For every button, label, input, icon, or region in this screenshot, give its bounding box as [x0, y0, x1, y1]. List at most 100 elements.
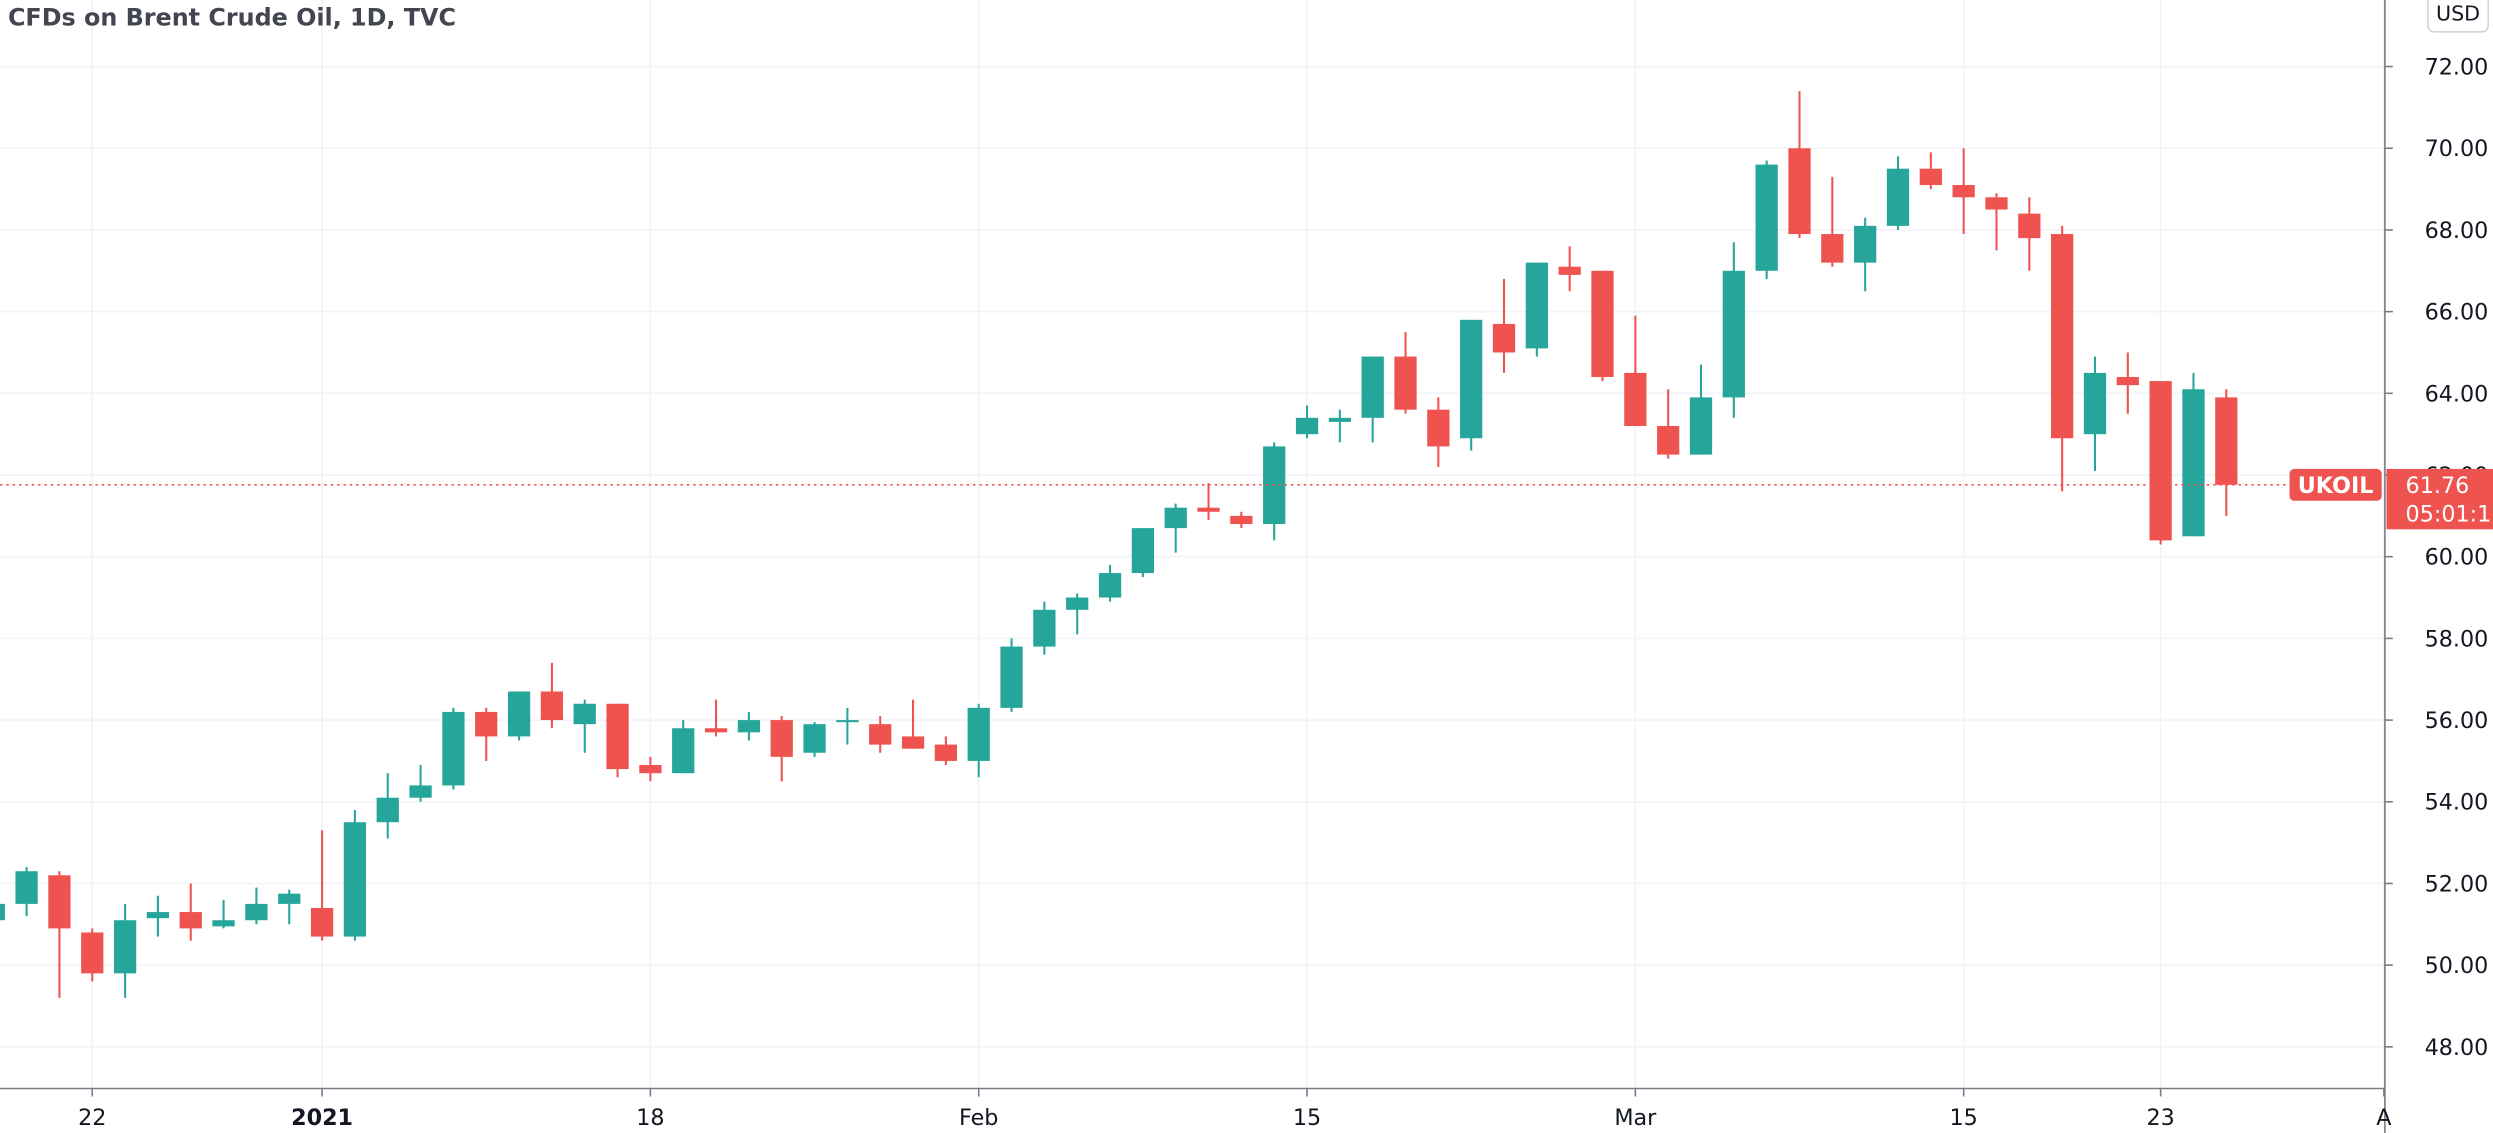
candle-body	[1164, 507, 1187, 529]
candle-body	[1558, 266, 1581, 275]
candle-body	[48, 875, 71, 929]
candle-body	[672, 728, 695, 774]
candles	[0, 91, 2385, 998]
y-tick-label: 70.00	[2425, 136, 2489, 162]
candle-body	[1525, 262, 1548, 349]
candle-body	[0, 903, 5, 921]
grid	[0, 0, 2385, 1089]
candle-body	[81, 932, 104, 974]
x-tick-label: 23	[2146, 1105, 2174, 1131]
candle-body	[2149, 381, 2172, 541]
candle-body	[1591, 270, 1614, 377]
candle-body	[475, 711, 498, 737]
y-tick-label: 60.00	[2425, 545, 2489, 571]
x-tick-label: Mar	[1614, 1105, 1657, 1131]
candle-body	[278, 893, 301, 904]
x-tick-label: 2021	[291, 1105, 353, 1131]
candle-body	[376, 797, 399, 823]
candle-body	[146, 912, 170, 919]
candle-body	[967, 707, 990, 761]
candle-body	[409, 785, 432, 798]
y-tick-label: 54.00	[2425, 790, 2489, 816]
candle-body	[1066, 597, 1089, 610]
candle-body	[245, 903, 268, 921]
x-tick-label: 18	[636, 1105, 664, 1131]
candle-body	[2116, 376, 2139, 386]
candle-body	[1985, 197, 2008, 210]
symbol-badge	[2289, 468, 2382, 501]
candle-body	[1230, 515, 1253, 525]
candle-body	[1033, 609, 1056, 647]
x-tick-label: 15	[1949, 1105, 1977, 1131]
candle-body	[1295, 417, 1319, 435]
candle-body	[113, 920, 137, 974]
candle-body	[1722, 270, 1745, 398]
candle-body	[507, 691, 531, 737]
countdown-label: 05:01:1	[2406, 501, 2492, 527]
candle-body	[1197, 507, 1220, 512]
candle-body	[1657, 426, 1680, 455]
candle-body	[1624, 372, 1647, 427]
candle-body	[770, 720, 793, 757]
candle-body	[1131, 528, 1154, 574]
candle-body	[1460, 319, 1483, 439]
candle-body	[212, 920, 235, 927]
candle-body	[606, 703, 629, 770]
candle-body	[1952, 185, 1975, 198]
candle-body	[2182, 389, 2205, 537]
candle-body	[2018, 213, 2041, 239]
y-tick-label: 50.00	[2425, 953, 2489, 979]
candle-body	[1394, 356, 1417, 410]
candle-body	[1886, 168, 1910, 226]
candle-body	[15, 871, 38, 904]
y-tick-label: 72.00	[2425, 55, 2489, 81]
chart-title: CFDs on Brent Crude Oil, 1D, TVC	[8, 3, 456, 31]
candle-body	[1854, 225, 1877, 263]
candle-body	[901, 736, 925, 749]
y-tick-label: 52.00	[2425, 871, 2489, 897]
candle-body	[2051, 234, 2074, 439]
candle-body	[2083, 372, 2107, 435]
price-badge	[2386, 468, 2493, 530]
candle-body	[1098, 573, 1122, 598]
y-tick-label: 68.00	[2425, 218, 2489, 244]
candle-body	[540, 691, 564, 721]
currency-label[interactable]: USD	[2436, 2, 2480, 26]
candle-body	[1328, 417, 1351, 422]
candle-body	[1689, 397, 1713, 455]
candle-body	[836, 720, 859, 723]
candle-body	[310, 907, 334, 937]
last-price-label: 61.76	[2406, 473, 2470, 499]
x-tick-label: Feb	[959, 1105, 998, 1131]
candle-body	[803, 724, 826, 753]
x-tick-label: A	[2376, 1105, 2392, 1131]
candle-body	[1000, 646, 1023, 708]
candle-body	[737, 720, 761, 733]
candle-body	[442, 711, 465, 786]
candle-body	[1821, 234, 1844, 263]
y-tick-label: 58.00	[2425, 626, 2489, 652]
candle-body	[179, 912, 202, 929]
candle-body	[639, 765, 662, 774]
y-tick-label: 48.00	[2425, 1035, 2489, 1061]
candle-body	[934, 744, 958, 761]
currency-button[interactable]	[2427, 0, 2490, 33]
candle-body	[1427, 409, 1450, 447]
candle-body	[2215, 397, 2238, 485]
axes: 48.0050.0052.0054.0056.0058.0060.0062.00…	[78, 55, 2493, 1131]
candle-body	[1755, 164, 1778, 271]
candle-body	[343, 822, 367, 937]
y-tick-label: 64.00	[2425, 381, 2489, 407]
x-tick-label: 22	[78, 1105, 106, 1131]
y-tick-label: 66.00	[2425, 300, 2489, 326]
y-tick-label: 56.00	[2425, 708, 2489, 734]
candle-body	[704, 728, 728, 733]
candle-body	[869, 724, 892, 745]
candle-body	[1492, 323, 1516, 353]
candle-body	[1919, 168, 1942, 186]
x-tick-label: 15	[1293, 1105, 1321, 1131]
candle-body	[1788, 148, 1811, 235]
candle-body	[1361, 356, 1384, 418]
